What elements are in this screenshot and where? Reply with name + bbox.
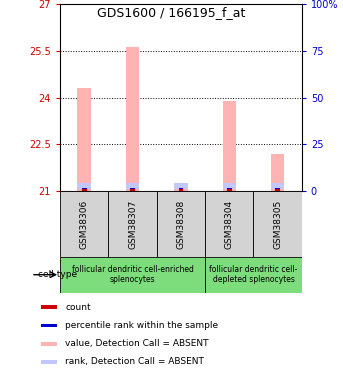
Bar	[275, 188, 280, 189]
Bar	[275, 189, 280, 191]
Bar	[41, 306, 57, 309]
Bar	[41, 324, 57, 327]
Bar	[179, 189, 183, 191]
Bar	[223, 100, 236, 191]
Bar	[179, 188, 183, 189]
Bar	[227, 189, 232, 191]
Bar	[60, 191, 108, 257]
Bar	[271, 183, 284, 189]
Bar	[271, 154, 284, 191]
Bar	[78, 88, 91, 191]
Bar	[41, 342, 57, 345]
Bar	[126, 183, 139, 189]
Bar	[130, 189, 135, 191]
Bar	[60, 257, 205, 292]
Bar	[205, 191, 253, 257]
Text: rank, Detection Call = ABSENT: rank, Detection Call = ABSENT	[65, 357, 204, 366]
Text: GDS1600 / 166195_f_at: GDS1600 / 166195_f_at	[97, 6, 246, 19]
Bar	[130, 188, 135, 189]
Text: follicular dendritic cell-
depleted splenocytes: follicular dendritic cell- depleted sple…	[209, 265, 298, 284]
Bar	[205, 257, 302, 292]
Text: GSM38308: GSM38308	[176, 200, 186, 249]
Bar	[82, 188, 86, 189]
Bar	[108, 191, 157, 257]
Bar	[126, 48, 139, 191]
Text: cell type: cell type	[38, 270, 78, 279]
Text: GSM38306: GSM38306	[80, 200, 89, 249]
Text: value, Detection Call = ABSENT: value, Detection Call = ABSENT	[65, 339, 209, 348]
Bar	[253, 191, 302, 257]
Text: count: count	[65, 303, 91, 312]
Bar	[174, 185, 188, 191]
Bar	[174, 183, 188, 189]
Bar	[82, 189, 86, 191]
Bar	[157, 191, 205, 257]
Text: GSM38307: GSM38307	[128, 200, 137, 249]
Text: GSM38304: GSM38304	[225, 200, 234, 249]
Bar	[223, 183, 236, 189]
Bar	[227, 188, 232, 189]
Bar	[41, 360, 57, 364]
Text: GSM38305: GSM38305	[273, 200, 282, 249]
Text: follicular dendritic cell-enriched
splenocytes: follicular dendritic cell-enriched splen…	[72, 265, 193, 284]
Bar	[78, 183, 91, 189]
Text: percentile rank within the sample: percentile rank within the sample	[65, 321, 218, 330]
